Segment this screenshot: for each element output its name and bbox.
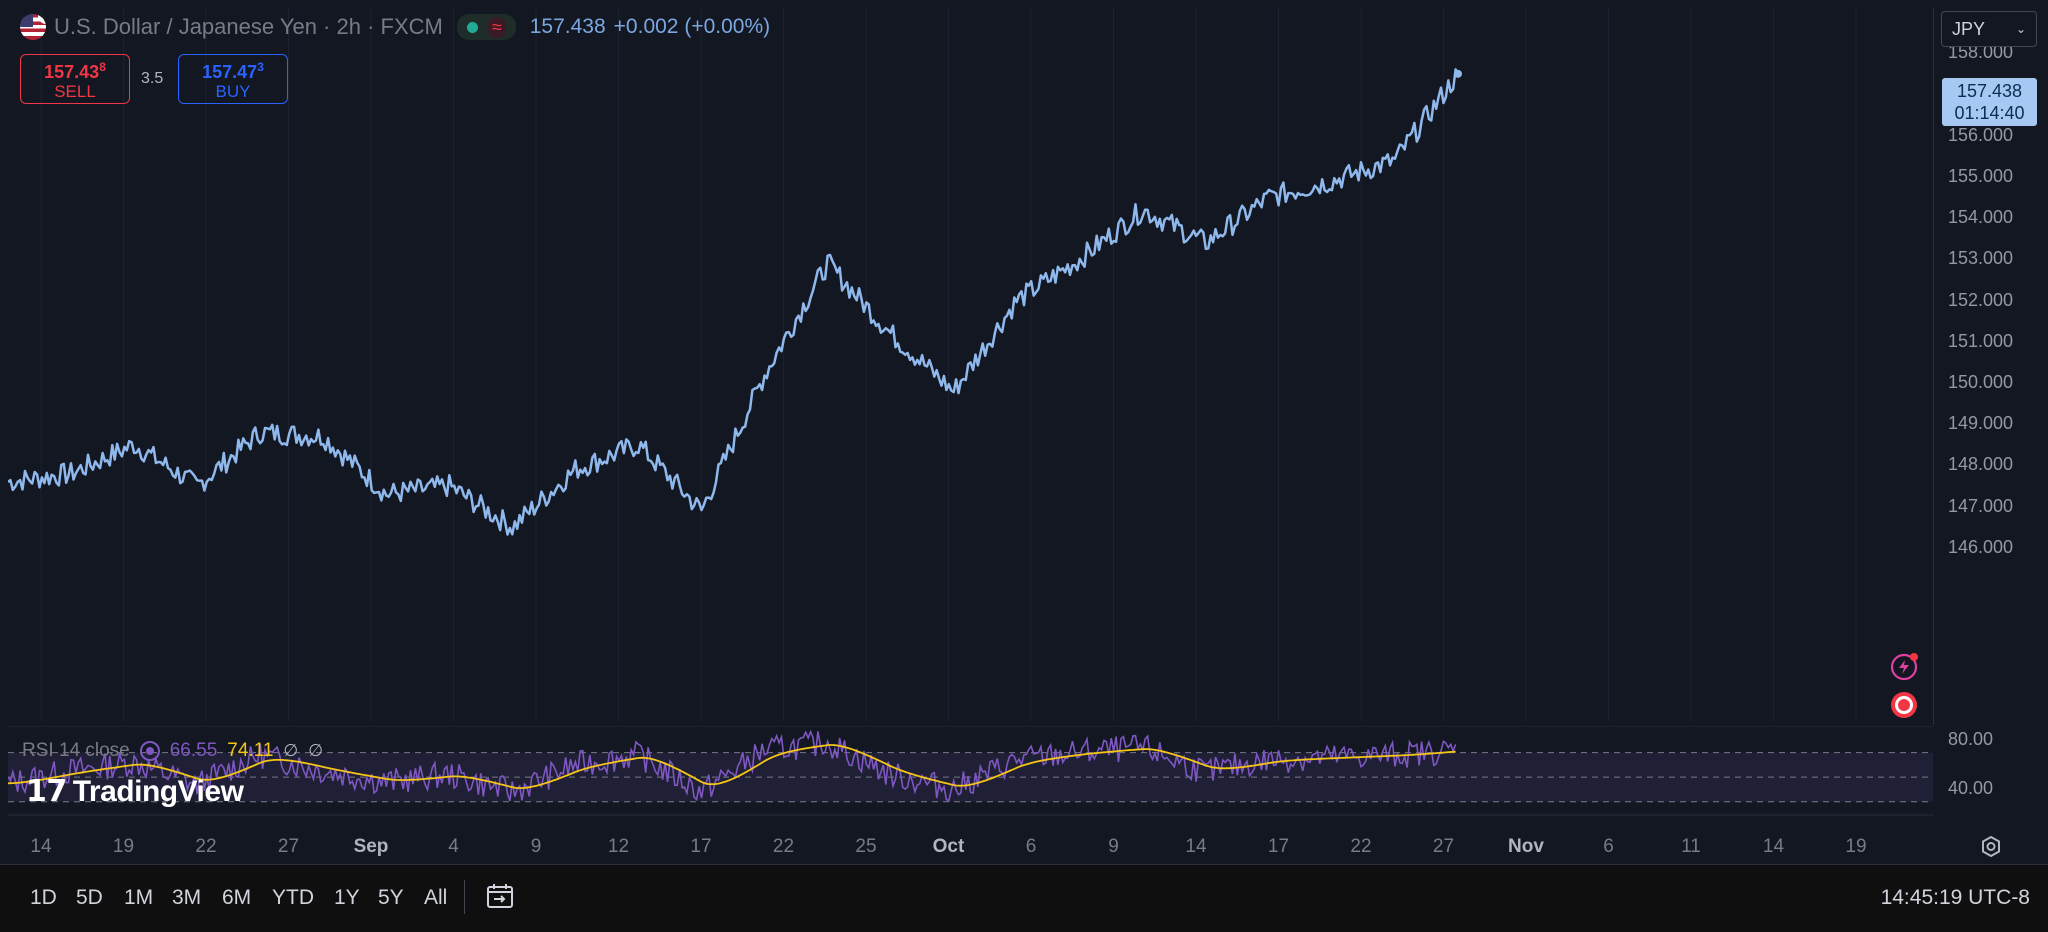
wave-icon: ≈ bbox=[487, 16, 506, 38]
record-icon[interactable] bbox=[1889, 690, 1919, 720]
price-axis-tick: 152.000 bbox=[1948, 289, 2014, 310]
time-axis-tick: Sep bbox=[353, 836, 389, 857]
rsi-value: 66.55 bbox=[169, 740, 218, 761]
time-axis-tick: 27 bbox=[1432, 836, 1455, 857]
last-price-dot bbox=[1454, 69, 1462, 78]
price-axis-tick: 151.000 bbox=[1948, 330, 2014, 351]
currency-select-value: JPY bbox=[1952, 18, 1986, 39]
spread-value: 3.5 bbox=[141, 70, 164, 87]
buy-button[interactable]: 157.473 BUY bbox=[178, 54, 288, 104]
time-axis-tick: Nov bbox=[1508, 836, 1544, 857]
price-tag-price: 157.438 bbox=[1956, 81, 2023, 101]
sell-label: SELL bbox=[54, 81, 96, 101]
time-axis-tick: 19 bbox=[112, 836, 135, 857]
price-axis[interactable] bbox=[1933, 8, 2048, 725]
time-axis-tick: 9 bbox=[530, 836, 542, 857]
time-axis-tick: 11 bbox=[1681, 836, 1701, 857]
time-axis-tick: 25 bbox=[855, 836, 877, 857]
bottom-toolbar bbox=[0, 864, 2048, 932]
time-axis-tick: 22 bbox=[1350, 836, 1372, 857]
price-series-line bbox=[8, 68, 1460, 536]
tradingview-logo-icon: 𝟭𝟳 bbox=[26, 775, 67, 808]
timeframe-button-3m[interactable]: 3M bbox=[172, 886, 202, 909]
buy-label: BUY bbox=[215, 81, 251, 101]
alert-lightning-icon[interactable] bbox=[1889, 652, 1919, 682]
time-axis-tick: 22 bbox=[772, 836, 795, 857]
tradingview-logo[interactable]: 𝟭𝟳 TradingView bbox=[26, 774, 244, 809]
sell-price: 157.438 bbox=[44, 59, 106, 82]
price-axis-tick: 146.000 bbox=[1948, 536, 2014, 557]
last-price-tag: 157.438 01:14:40 bbox=[1942, 78, 2037, 126]
symbol-legend[interactable]: U.S. Dollar / Japanese Yen · 2h · FXCM ≈… bbox=[20, 14, 770, 40]
price-chart[interactable] bbox=[8, 8, 1933, 725]
price-axis-tick: 154.000 bbox=[1948, 207, 2014, 228]
legend-change: +0.002 (+0.00%) bbox=[613, 15, 771, 38]
time-axis-tick: 4 bbox=[448, 836, 459, 857]
time-axis-tick: Oct bbox=[932, 836, 965, 857]
price-axis-tick: 150.000 bbox=[1948, 371, 2014, 392]
settings-icon[interactable] bbox=[1978, 834, 2004, 860]
time-axis-tick: 9 bbox=[1108, 836, 1119, 857]
timeframe-button-1y[interactable]: 1Y bbox=[334, 886, 360, 909]
price-axis-tick: 149.000 bbox=[1948, 413, 2014, 434]
chart-area[interactable] bbox=[8, 8, 1933, 725]
clock-timezone[interactable]: 14:45:19 UTC-8 bbox=[1880, 886, 2030, 909]
time-axis-tick: 27 bbox=[277, 836, 300, 857]
time-axis-tick: 12 bbox=[607, 836, 630, 857]
price-tag-countdown: 01:14:40 bbox=[1954, 103, 2025, 123]
calendar-goto-icon[interactable] bbox=[485, 882, 515, 910]
rsi-null-value-2: ∅ bbox=[308, 741, 324, 760]
market-status-pill[interactable]: ≈ bbox=[456, 14, 516, 40]
rsi-null-value-1: ∅ bbox=[283, 741, 299, 760]
visibility-icon[interactable] bbox=[139, 741, 160, 761]
time-axis-tick: 6 bbox=[1025, 836, 1037, 857]
timeframe-button-5d[interactable]: 5D bbox=[76, 886, 103, 909]
tradingview-logo-text: TradingView bbox=[72, 774, 244, 808]
buy-price: 157.473 bbox=[202, 59, 264, 82]
rsi-axis-tick: 40.00 bbox=[1948, 778, 1994, 799]
time-axis-tick: 6 bbox=[1603, 836, 1614, 857]
currency-select[interactable]: JPY ⌄ bbox=[1941, 11, 2037, 47]
rsi-pane[interactable] bbox=[8, 726, 1933, 816]
rsi-line bbox=[8, 729, 1457, 803]
timeframe-button-ytd[interactable]: YTD bbox=[272, 886, 314, 909]
rsi-title: RSI 14 close bbox=[22, 740, 130, 761]
time-axis-tick: 17 bbox=[1267, 836, 1290, 857]
chevron-down-icon: ⌄ bbox=[2015, 22, 2026, 36]
rsi-ma-value: 74.11 bbox=[227, 740, 274, 761]
sell-button[interactable]: 157.438 SELL bbox=[20, 54, 130, 104]
rsi-ma-line bbox=[8, 744, 1456, 790]
time-axis-tick: 17 bbox=[690, 836, 712, 857]
timeframe-button-1m[interactable]: 1M bbox=[124, 886, 154, 909]
timeframe-button-all[interactable]: All bbox=[424, 886, 448, 909]
price-axis-tick: 148.000 bbox=[1948, 454, 2014, 475]
timeframe-button-1d[interactable]: 1D bbox=[30, 886, 57, 909]
rsi-legend[interactable]: RSI 14 close 66.55 74.11 ∅ ∅ bbox=[22, 740, 323, 762]
time-axis-tick: 19 bbox=[1845, 836, 1867, 857]
price-axis-tick: 153.000 bbox=[1948, 248, 2014, 269]
jpy-flag-icon bbox=[38, 14, 46, 24]
legend-last-price: 157.438 bbox=[529, 15, 606, 38]
time-axis-tick: 14 bbox=[1762, 836, 1785, 857]
price-axis-tick: 155.000 bbox=[1948, 165, 2014, 186]
timeframe-button-6m[interactable]: 6M bbox=[222, 886, 252, 909]
price-axis-tick: 158.000 bbox=[1948, 42, 2014, 63]
time-axis-tick: 22 bbox=[195, 836, 217, 857]
symbol-title[interactable]: U.S. Dollar / Japanese Yen · 2h · FXCM bbox=[54, 14, 443, 39]
toolbar-divider bbox=[464, 880, 465, 914]
market-open-dot-icon bbox=[466, 21, 478, 33]
time-axis-tick: 14 bbox=[30, 836, 52, 857]
time-axis-tick: 14 bbox=[1185, 836, 1207, 857]
rsi-axis-tick: 80.00 bbox=[1948, 729, 1994, 750]
price-axis-tick: 156.000 bbox=[1948, 124, 2014, 145]
price-axis-tick: 147.000 bbox=[1948, 495, 2014, 516]
usd-flag-icon bbox=[20, 14, 46, 40]
timeframe-button-5y[interactable]: 5Y bbox=[378, 886, 404, 909]
